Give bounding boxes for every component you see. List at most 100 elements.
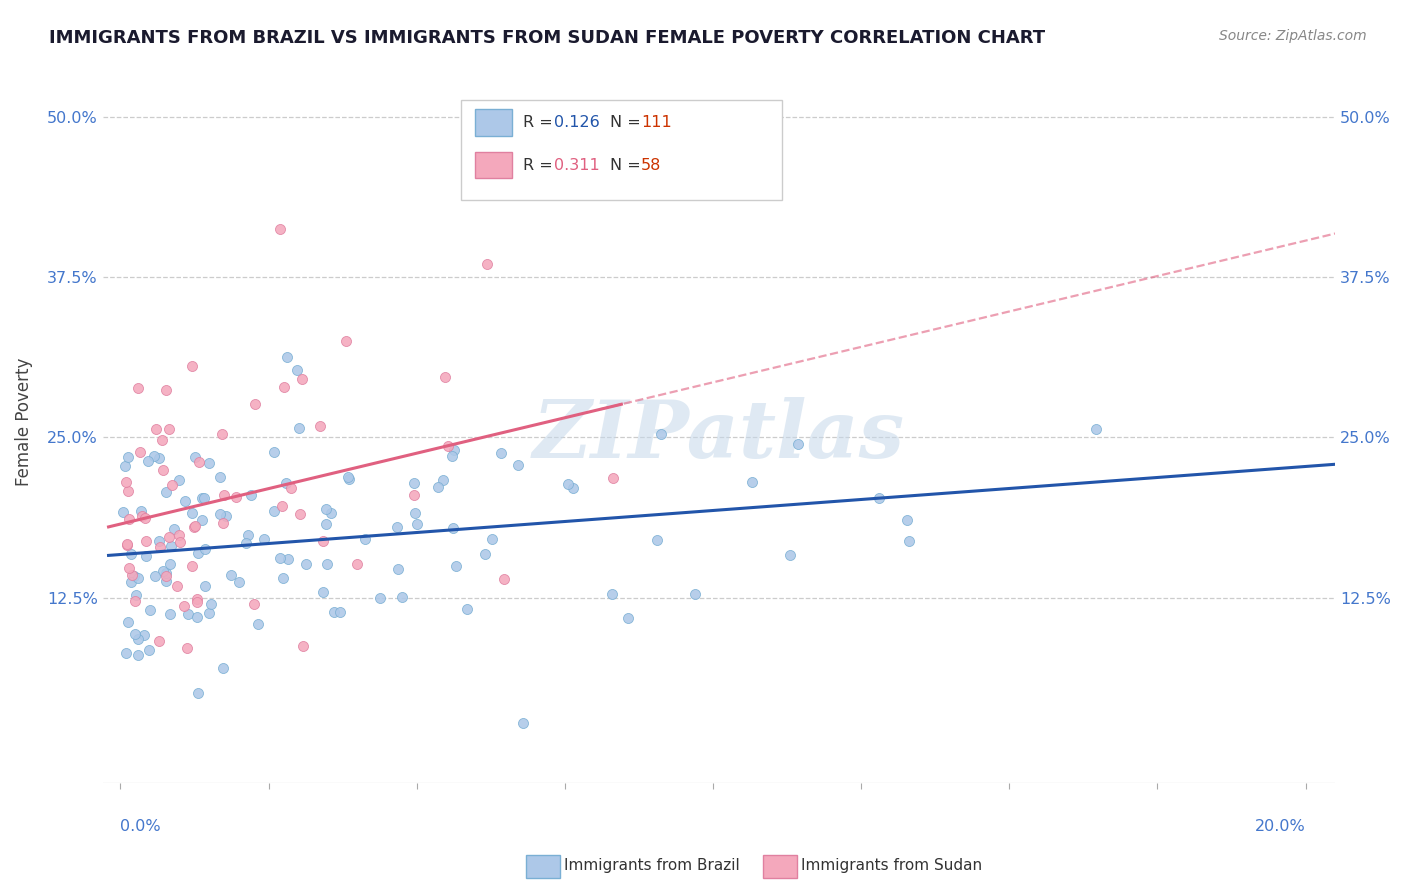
Point bbox=[335, 334, 357, 349]
Point bbox=[200, 597, 222, 611]
Point bbox=[117, 615, 139, 630]
Point bbox=[602, 471, 624, 485]
Point bbox=[270, 499, 292, 513]
Y-axis label: Female Poverty: Female Poverty bbox=[15, 358, 32, 485]
Text: IMMIGRANTS FROM BRAZIL VS IMMIGRANTS FROM SUDAN FEMALE POVERTY CORRELATION CHART: IMMIGRANTS FROM BRAZIL VS IMMIGRANTS FRO… bbox=[49, 29, 1045, 47]
Point bbox=[683, 587, 706, 601]
Point bbox=[322, 605, 344, 619]
Point bbox=[143, 449, 166, 463]
Point bbox=[292, 639, 315, 653]
Point bbox=[475, 257, 498, 271]
Text: 0.126: 0.126 bbox=[554, 115, 600, 129]
Point bbox=[600, 587, 623, 601]
Text: R =: R = bbox=[523, 158, 558, 172]
Point bbox=[385, 520, 408, 534]
Point bbox=[115, 475, 138, 489]
Point bbox=[387, 562, 409, 576]
Point bbox=[311, 585, 333, 599]
Point bbox=[291, 372, 314, 386]
Point bbox=[245, 397, 267, 411]
Text: 0.311: 0.311 bbox=[554, 158, 600, 172]
Point bbox=[184, 518, 207, 533]
Point bbox=[316, 557, 339, 571]
Text: 58: 58 bbox=[641, 158, 661, 172]
Point bbox=[148, 450, 170, 465]
Point bbox=[280, 482, 302, 496]
Point bbox=[135, 549, 157, 564]
Point bbox=[741, 475, 763, 489]
Point bbox=[150, 433, 173, 447]
Point bbox=[489, 446, 512, 460]
Point bbox=[253, 532, 276, 546]
Point bbox=[506, 458, 529, 472]
Point bbox=[180, 559, 202, 574]
Point bbox=[138, 642, 160, 657]
Text: N =: N = bbox=[610, 158, 647, 172]
Point bbox=[114, 458, 136, 473]
Text: Immigrants from Sudan: Immigrants from Sudan bbox=[801, 858, 983, 872]
Point bbox=[276, 350, 298, 364]
Point bbox=[173, 599, 195, 614]
Point bbox=[186, 595, 208, 609]
Point bbox=[263, 504, 285, 518]
Point bbox=[434, 370, 457, 384]
Point bbox=[243, 597, 266, 611]
Point bbox=[198, 456, 221, 470]
Point bbox=[198, 606, 221, 620]
Point bbox=[346, 557, 368, 571]
Point bbox=[152, 463, 174, 477]
Point bbox=[155, 574, 177, 588]
Point bbox=[212, 660, 235, 674]
Point bbox=[152, 565, 174, 579]
Point bbox=[194, 541, 217, 556]
Point bbox=[228, 574, 250, 589]
Point bbox=[287, 421, 309, 435]
Point bbox=[136, 454, 159, 468]
Point bbox=[456, 602, 478, 616]
Point bbox=[115, 537, 138, 551]
Point bbox=[225, 490, 247, 504]
Point bbox=[269, 550, 291, 565]
Point bbox=[186, 592, 208, 607]
Text: ZIPatlas: ZIPatlas bbox=[533, 397, 905, 475]
Point bbox=[135, 534, 157, 549]
Point bbox=[779, 548, 801, 562]
Point bbox=[311, 533, 333, 548]
Point bbox=[148, 534, 170, 549]
Point bbox=[787, 437, 810, 451]
Point bbox=[329, 605, 352, 619]
Point bbox=[183, 450, 205, 464]
Point bbox=[315, 517, 337, 532]
Point bbox=[177, 607, 200, 621]
Point bbox=[115, 646, 138, 660]
Point bbox=[145, 422, 167, 436]
Point bbox=[127, 648, 149, 662]
Point bbox=[159, 558, 181, 572]
Point bbox=[437, 439, 460, 453]
Point bbox=[215, 508, 238, 523]
Point bbox=[117, 450, 139, 464]
Point bbox=[157, 422, 180, 436]
Point bbox=[209, 470, 232, 484]
Point bbox=[896, 513, 918, 527]
Point bbox=[443, 442, 465, 457]
Point bbox=[187, 686, 209, 700]
Point bbox=[187, 455, 209, 469]
Text: 20.0%: 20.0% bbox=[1256, 819, 1306, 834]
Point bbox=[446, 558, 468, 573]
Point bbox=[616, 611, 638, 625]
Point bbox=[117, 484, 139, 499]
Point bbox=[650, 427, 672, 442]
Point bbox=[315, 501, 337, 516]
Point bbox=[235, 536, 257, 550]
Text: 111: 111 bbox=[641, 115, 672, 129]
Point bbox=[120, 548, 142, 562]
Point bbox=[337, 470, 360, 484]
Point bbox=[166, 579, 188, 593]
Point bbox=[115, 538, 138, 552]
Point bbox=[186, 609, 208, 624]
Point bbox=[432, 473, 454, 487]
Point bbox=[143, 569, 166, 583]
Point bbox=[295, 557, 318, 571]
Point bbox=[180, 506, 202, 520]
